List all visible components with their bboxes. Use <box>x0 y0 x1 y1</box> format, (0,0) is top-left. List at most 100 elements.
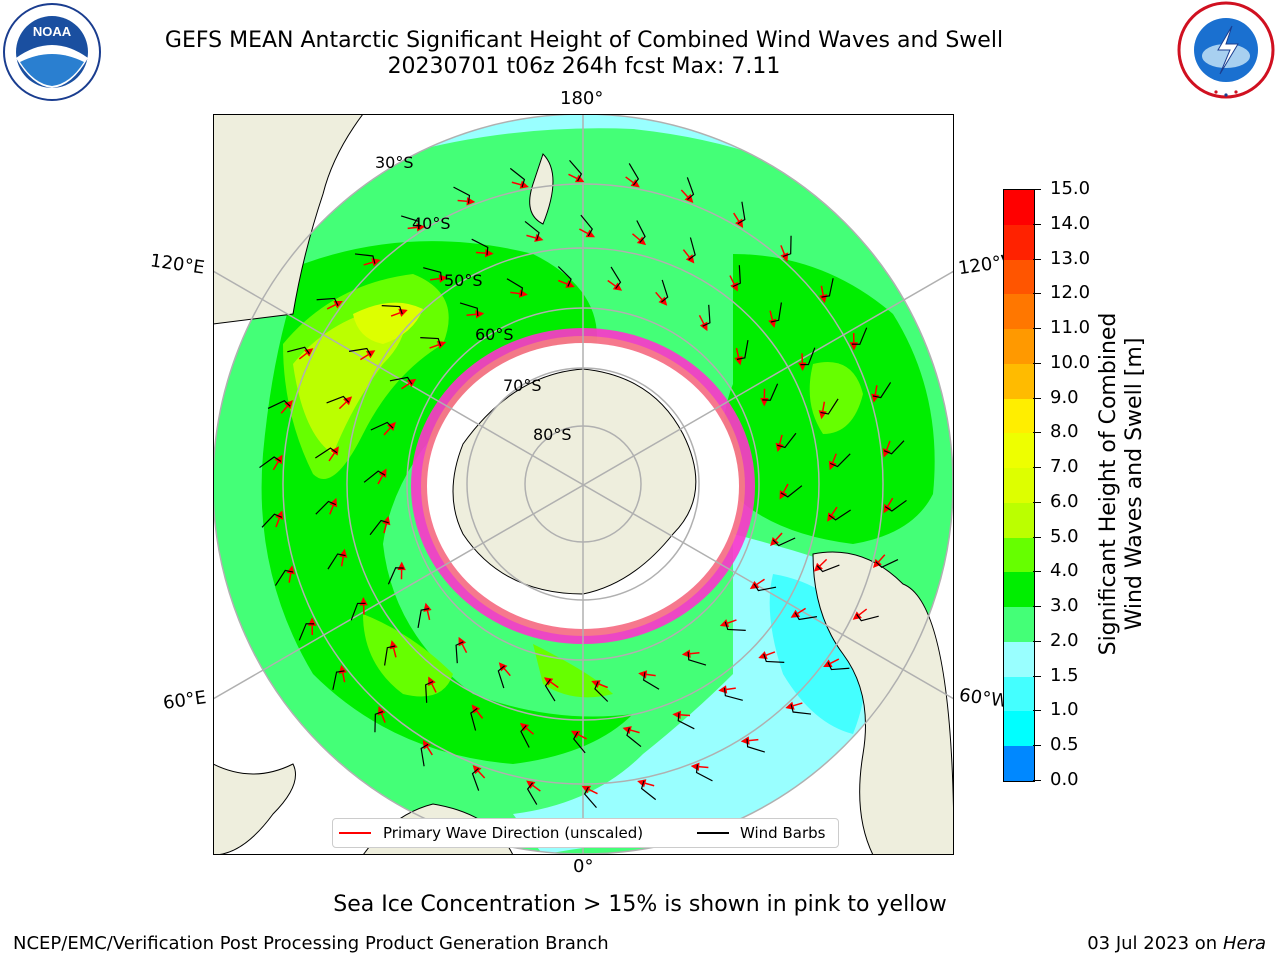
wind-barb <box>315 500 337 515</box>
colorbar-tickmark <box>1033 675 1041 677</box>
colorbar-segment <box>1004 641 1034 678</box>
colorbar-tick-label: 11.0 <box>1050 317 1091 339</box>
wind-barb <box>423 267 443 281</box>
wind-barb <box>640 780 657 801</box>
colorbar-tick-label: 12.0 <box>1050 282 1091 304</box>
wind-barb <box>316 297 339 306</box>
map-legend: Primary Wave Direction (unscaled) Wind B… <box>332 818 839 848</box>
lat-label-50: 50°S <box>444 271 483 290</box>
wind-barb <box>762 383 779 401</box>
wind-barb <box>509 167 526 188</box>
colorbar-segment <box>1004 433 1034 469</box>
lat-label-70: 70°S <box>503 376 542 395</box>
wind-barb <box>628 163 640 186</box>
wind-barb <box>782 235 792 258</box>
colorbar-tick-label: 4.0 <box>1050 560 1079 582</box>
colorbar-tick-label: 1.5 <box>1050 664 1079 686</box>
wind-barb <box>610 266 622 289</box>
wind-barb <box>425 680 434 703</box>
lat-label-60: 60°S <box>475 325 514 344</box>
colorbar-tickmark <box>1033 397 1041 399</box>
colorbar-tick-label: 0.5 <box>1050 734 1079 756</box>
wind-barb <box>267 400 291 409</box>
sea-ice-note: Sea Ice Concentration > 15% is shown in … <box>333 892 947 917</box>
footer-host: Hera <box>1222 933 1266 954</box>
colorbar-segment <box>1004 572 1034 608</box>
colorbar-tickmark <box>1033 223 1041 225</box>
colorbar-tickmark <box>1033 745 1041 747</box>
wind-barb <box>724 621 746 632</box>
wind-barb <box>772 537 796 547</box>
wind-barb <box>420 336 442 347</box>
wind-barb <box>524 220 540 241</box>
colorbar-segment <box>1004 676 1034 712</box>
colorbar-tick-label: 7.0 <box>1050 456 1079 478</box>
wind-barb <box>520 725 530 748</box>
colorbar-tick-label: 3.0 <box>1050 595 1079 617</box>
wind-barb <box>259 456 282 469</box>
lat-label-40: 40°S <box>412 214 451 233</box>
colorbar-tick-label: 15.0 <box>1050 178 1091 199</box>
colorbar-tickmark <box>1033 328 1041 330</box>
wind-barb <box>348 347 372 356</box>
wind-barb <box>827 662 850 671</box>
wind-barb <box>506 278 524 296</box>
footer-branch: NCEP/EMC/Verification Post Processing Pr… <box>13 933 609 954</box>
wind-barb <box>544 679 556 702</box>
wind-barb <box>557 266 572 287</box>
wind-barb <box>780 485 803 498</box>
footer-date: 03 Jul 2023 on Hera <box>1087 933 1266 954</box>
colorbar-tick-label: 9.0 <box>1050 386 1079 408</box>
colorbar-segment <box>1004 329 1034 365</box>
wind-barb <box>820 398 839 415</box>
lon-label-120e: 120°E <box>148 250 206 279</box>
svg-text:NOAA: NOAA <box>33 24 72 39</box>
wind-barb <box>569 159 583 182</box>
wind-barb <box>369 519 389 536</box>
wave-legend-label: Primary Wave Direction (unscaled) <box>383 824 644 842</box>
wind-barb <box>594 681 609 702</box>
wind-legend-swatch <box>697 832 729 834</box>
wind-barb <box>636 220 646 243</box>
wind-barb <box>800 347 816 366</box>
colorbar-tickmark <box>1033 571 1041 573</box>
wind-legend-label: Wind Barbs <box>740 824 826 842</box>
colorbar-tickmark <box>1033 189 1041 190</box>
nws-logo-icon <box>1177 1 1275 99</box>
colorbar-segment <box>1004 537 1034 573</box>
colorbar-segment <box>1004 607 1034 643</box>
wind-barb <box>872 382 892 399</box>
wind-barb <box>723 687 743 701</box>
wind-barb <box>736 339 749 360</box>
colorbar <box>1003 189 1035 782</box>
wind-barb <box>829 453 851 468</box>
wind-barb <box>737 201 746 225</box>
wind-barb <box>688 237 696 261</box>
wind-barb <box>459 302 479 317</box>
colorbar-label-line1: Significant Height of Combined <box>1096 312 1121 656</box>
colorbar-tick-label: 8.0 <box>1050 421 1079 443</box>
footer-date-text: 03 Jul 2023 on <box>1087 933 1223 954</box>
wind-barb <box>332 670 345 690</box>
colorbar-tick-label: 5.0 <box>1050 525 1079 547</box>
wind-barb <box>816 564 840 573</box>
wind-barb <box>828 509 851 521</box>
wind-barb <box>384 645 396 666</box>
colorbar-tickmark <box>1033 536 1041 538</box>
wind-barb <box>387 567 404 585</box>
wind-barb <box>642 672 660 690</box>
colorbar-tickmark <box>1033 606 1041 608</box>
wind-barb <box>573 731 586 754</box>
wind-barb <box>453 186 471 204</box>
colorbar-segment <box>1004 363 1034 400</box>
colorbar-tick-label: 13.0 <box>1050 247 1091 269</box>
wind-barb <box>677 712 695 730</box>
wind-barb <box>274 569 294 586</box>
wind-barb <box>687 651 707 666</box>
colorbar-segment <box>1004 502 1034 539</box>
wind-barb <box>497 665 505 689</box>
colorbar-segment <box>1004 711 1034 747</box>
colorbar-segment <box>1004 294 1034 330</box>
colorbar-tick-label: 0.0 <box>1050 769 1079 790</box>
colorbar-tick-label: 10.0 <box>1050 351 1091 373</box>
